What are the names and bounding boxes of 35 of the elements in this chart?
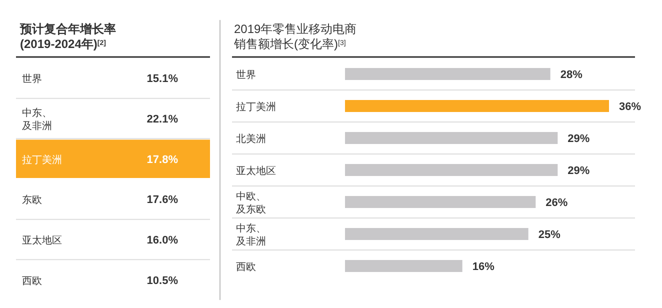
data-label: 26% [546, 197, 568, 209]
bar [345, 164, 558, 176]
data-label: 36% [619, 101, 642, 113]
category-label: 世界 [22, 73, 42, 86]
y-tick-label: 中欧、及东欧 [236, 190, 266, 216]
category-label: 西欧 [22, 276, 42, 287]
text: 预计复合年增长率(2019-2024年)$^{[2]}$ [19, 22, 116, 51]
y-tick-label: 西欧 [236, 262, 256, 273]
bar [345, 260, 462, 272]
category-label: 拉丁美洲 [22, 154, 62, 166]
bar [345, 196, 536, 208]
text: 15.1% [146, 73, 178, 86]
category-label: 东欧 [22, 194, 42, 206]
text: 16.0% [146, 234, 178, 246]
bar [345, 100, 609, 112]
bar [345, 228, 528, 240]
data-label: 29% [568, 165, 590, 177]
text: 22.1% [146, 114, 178, 126]
y-tick-label: 世界 [236, 69, 256, 81]
bar [345, 132, 558, 144]
bar [345, 68, 550, 80]
data-label: 28% [560, 69, 583, 81]
y-tick-label: 亚太地区 [236, 165, 276, 177]
data-label: 16% [472, 261, 495, 273]
y-tick-label: 拉丁美洲 [236, 101, 276, 113]
data-label: 29% [568, 133, 590, 145]
category-label: 中东、及非洲 [22, 107, 52, 132]
y-tick-label: 中东、及非洲 [236, 222, 266, 248]
text: 17.6% [146, 194, 178, 206]
text: 10.5% [146, 274, 178, 287]
text: 17.8% [146, 154, 178, 166]
category-label: 亚太地区 [22, 234, 62, 246]
data-label: 25% [538, 229, 561, 241]
chart-title: 2019年零售业移动电商销售额增长(变化率)$^{[3]}$ [233, 22, 357, 51]
y-tick-label: 北美洲 [236, 133, 266, 145]
